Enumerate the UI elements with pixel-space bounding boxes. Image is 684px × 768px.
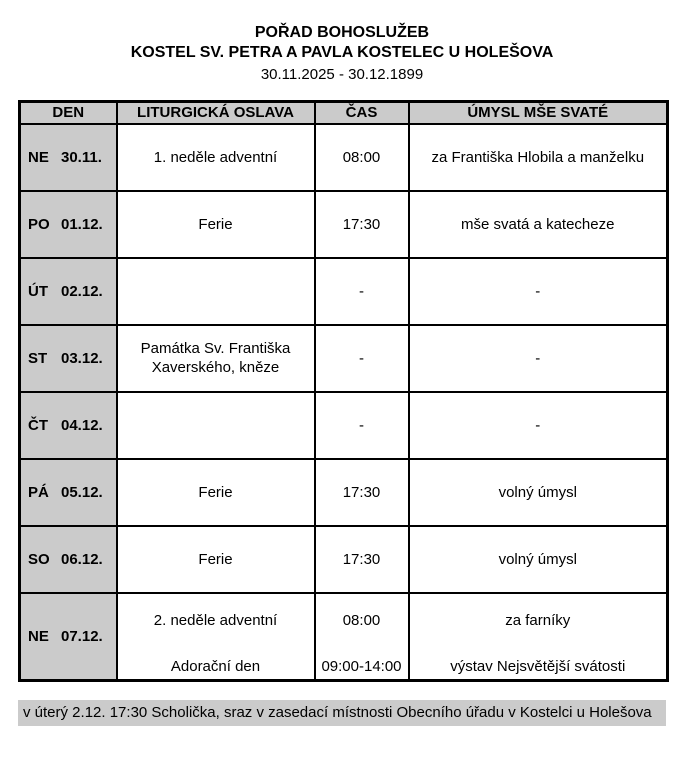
intention-cell: za Františka Hlobila a manželku: [407, 122, 669, 192]
day-cell: ÚT 02.12.: [18, 256, 118, 326]
intention-cell: -: [407, 323, 669, 393]
time-cell: -: [313, 323, 410, 393]
intention-cell: volný úmysl: [407, 457, 669, 527]
column-header-umysl: ÚMYSL MŠE SVATÉ: [407, 100, 669, 125]
time-cell: 17:30: [313, 189, 410, 259]
day-abbr: ČT: [28, 416, 48, 434]
celebration-cell: Ferie: [115, 457, 316, 527]
time-cell: 08:00 09:00-14:00: [313, 591, 410, 682]
celebration-cell: [115, 390, 316, 460]
intention-cell: -: [407, 390, 669, 460]
celebration-cell: 1. neděle adventní: [115, 122, 316, 192]
day-cell: PÁ 05.12.: [18, 457, 118, 527]
table-row: SO 06.12. Ferie 17:30 volný úmysl: [18, 524, 669, 594]
intention-cell: volný úmysl: [407, 524, 669, 594]
column-header-liturgicka-oslava: LITURGICKÁ OSLAVA: [115, 100, 316, 125]
column-header-cas: ČAS: [313, 100, 410, 125]
table-row: PÁ 05.12. Ferie 17:30 volný úmysl: [18, 457, 669, 527]
celebration-line-2: Adorační den: [170, 658, 261, 676]
day-date: 06.12.: [61, 550, 103, 568]
table-row: PO 01.12. Ferie 17:30 mše svatá a kateche…: [18, 189, 669, 259]
celebration-cell: 2. neděle adventní Adorační den: [115, 591, 316, 682]
day-abbr: NE: [28, 148, 49, 166]
intention-cell: -: [407, 256, 669, 326]
day-date: 30.11.: [61, 148, 102, 166]
day-date: 02.12.: [61, 282, 103, 300]
day-cell: ST 03.12.: [18, 323, 118, 393]
intention-cell: za farníky výstav Nejsvětější svátosti: [407, 591, 669, 682]
day-date: 07.12.: [61, 627, 103, 645]
table-row: ST 03.12. Památka Sv. Františka Xaverskéh…: [18, 323, 669, 393]
celebration-cell: [115, 256, 316, 326]
schedule-table: DEN LITURGICKÁ OSLAVA ČAS ÚMYSL MŠE SVAT…: [18, 100, 669, 682]
celebration-cell: Ferie: [115, 189, 316, 259]
day-cell: PO 01.12.: [18, 189, 118, 259]
intention-line-2: výstav Nejsvětější svátosti: [450, 658, 626, 676]
day-date: 05.12.: [61, 483, 103, 501]
intention-line-1: za farníky: [505, 612, 571, 630]
time-cell: 08:00: [313, 122, 410, 192]
time-line-2: 09:00-14:00: [321, 658, 402, 676]
day-abbr: SO: [28, 550, 50, 568]
page-subtitle: KOSTEL SV. PETRA A PAVLA KOSTELEC U HOLE…: [130, 44, 554, 61]
day-cell: NE 07.12.: [18, 591, 118, 682]
time-cell: -: [313, 390, 410, 460]
time-cell: 17:30: [313, 524, 410, 594]
footer-note: v úterý 2.12. 17:30 Scholička, sraz v za…: [18, 700, 666, 726]
celebration-line-1: 2. neděle adventní: [153, 612, 278, 630]
day-abbr: ÚT: [28, 282, 48, 300]
date-range: 30.11.2025 - 30.12.1899: [260, 66, 424, 83]
table-row: NE 30.11. 1. neděle adventní 08:00 za Fra…: [18, 122, 669, 192]
intention-cell: mše svatá a katecheze: [407, 189, 669, 259]
page-title: POŘAD BOHOSLUŽEB: [254, 24, 430, 41]
celebration-cell: Ferie: [115, 524, 316, 594]
day-date: 04.12.: [61, 416, 103, 434]
day-abbr: ST: [28, 349, 48, 367]
column-header-den: DEN: [18, 100, 118, 125]
time-line-1: 08:00: [342, 612, 381, 630]
table-row: ČT 04.12. - -: [18, 390, 669, 460]
table-row: NE 07.12. 2. neděle adventní Adorační den…: [18, 591, 669, 682]
day-cell: ČT 04.12.: [18, 390, 118, 460]
day-date: 01.12.: [61, 215, 103, 233]
time-cell: 17:30: [313, 457, 410, 527]
time-cell: -: [313, 256, 410, 326]
day-abbr: NE: [28, 627, 49, 645]
day-abbr: PÁ: [28, 483, 49, 501]
celebration-cell: Památka Sv. Františka Xaverského, kněze: [115, 323, 316, 393]
header-row: DEN LITURGICKÁ OSLAVA ČAS ÚMYSL MŠE SVAT…: [18, 100, 669, 125]
day-abbr: PO: [28, 215, 50, 233]
page-header: POŘAD BOHOSLUŽEB KOSTEL SV. PETRA A PAVL…: [0, 0, 684, 84]
table-row: ÚT 02.12. - -: [18, 256, 669, 326]
day-date: 03.12.: [61, 349, 103, 367]
day-cell: SO 06.12.: [18, 524, 118, 594]
day-cell: NE 30.11.: [18, 122, 118, 192]
